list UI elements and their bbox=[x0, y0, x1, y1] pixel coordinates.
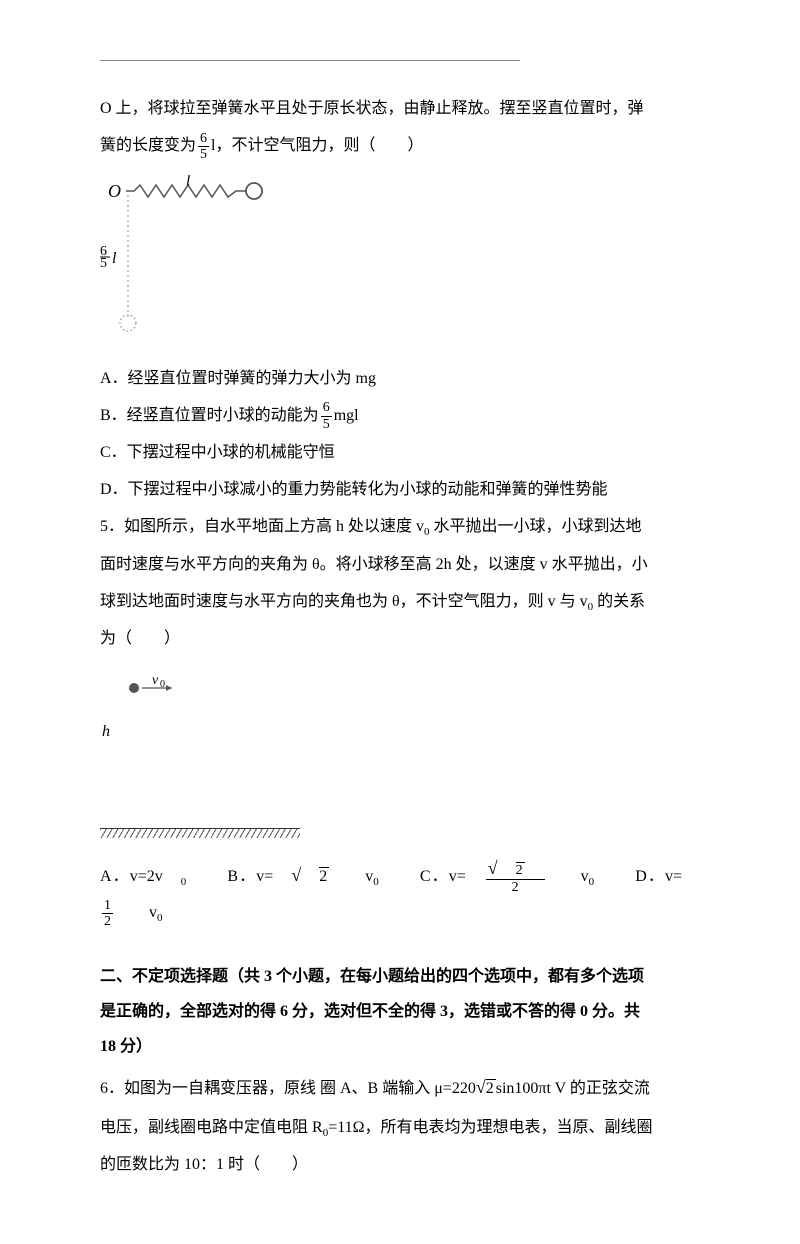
ball-horizontal bbox=[246, 183, 262, 199]
ball bbox=[129, 683, 139, 693]
q6-line2: 电压，副线圈电路中定值电阻 R0=11Ω，所有电表均为理想电表，当原、副线圈 bbox=[100, 1110, 700, 1145]
text: B．v= bbox=[227, 868, 273, 885]
text: 簧的长度变为 bbox=[100, 137, 196, 154]
text: mgl bbox=[334, 407, 359, 424]
q4-intro-line1: O 上，将球拉至弹簧水平且处于原长状态，由静止释放。摆至竖直位置时，弹 bbox=[100, 91, 700, 126]
numerator: 6 bbox=[198, 131, 209, 147]
label-l: l bbox=[186, 175, 191, 189]
q5-option-A: A．v=2v 0 bbox=[100, 868, 204, 885]
sub: 0 bbox=[157, 912, 163, 924]
q5-line2: 面时速度与水平方向的夹角为 θ。将小球移至高 2h 处，以速度 v 水平抛出，小 bbox=[100, 547, 700, 582]
denominator: 5 bbox=[198, 147, 209, 162]
sqrt: √2 bbox=[476, 1080, 496, 1097]
q6-line1: 6．如图为一自耦变压器，原线 圈 A、B 端输入 μ=220√2sin100πt… bbox=[100, 1068, 700, 1108]
denominator: 2 bbox=[486, 880, 545, 895]
text: =11Ω，所有电表均为理想电表，当原、副线圈 bbox=[328, 1119, 652, 1136]
q5-line4: 为（ ） bbox=[100, 621, 700, 656]
fraction-6-5: 65 bbox=[198, 131, 209, 163]
line1: 二、不定项选择题（共 3 个小题，在每小题给出的四个选项中，都有多个选项 bbox=[100, 959, 700, 994]
text: A．v=2v bbox=[100, 868, 163, 885]
text: 的匝数比为 10：1 时（ ） bbox=[100, 1156, 308, 1173]
q4-option-A: A．经竖直位置时弹簧的弹力大小为 mg bbox=[100, 361, 700, 396]
label-v: v bbox=[152, 674, 159, 688]
label-O: O bbox=[108, 181, 121, 201]
q4-option-C: C．下摆过程中小球的机械能守恒 bbox=[100, 435, 700, 470]
ground bbox=[100, 828, 300, 838]
sqrt-val: 2 bbox=[486, 1079, 496, 1097]
denominator: 5 bbox=[321, 417, 332, 432]
label-v-sub: 0 bbox=[160, 679, 165, 690]
text: A．经竖直位置时弹簧的弹力大小为 mg bbox=[100, 370, 376, 387]
text: 球到达地面时速度与水平方向的夹角也为 θ，不计空气阻力，则 v 与 v bbox=[100, 593, 588, 610]
q4-intro-line2: 簧的长度变为65l，不计空气阻力，则（ ） bbox=[100, 128, 700, 163]
q4-option-D: D．下摆过程中小球减小的重力势能转化为小球的动能和弹簧的弹性势能 bbox=[100, 472, 700, 507]
q6-line3: 的匝数比为 10：1 时（ ） bbox=[100, 1147, 700, 1182]
text: C．下摆过程中小球的机械能守恒 bbox=[100, 444, 335, 461]
fraction-6-5-b: 65 bbox=[321, 400, 332, 432]
sqrt-val: 2 bbox=[516, 862, 525, 878]
page-content: O 上，将球拉至弹簧水平且处于原长状态，由静止释放。摆至竖直位置时，弹 簧的长度… bbox=[100, 60, 700, 1182]
text: B．经竖直位置时小球的动能为 bbox=[100, 407, 319, 424]
q5-line3: 球到达地面时速度与水平方向的夹角也为 θ，不计空气阻力，则 v 与 v0 的关系 bbox=[100, 584, 700, 619]
text: 5．如图所示，自水平地面上方高 h 处以速度 v bbox=[100, 518, 424, 535]
text: D．v= bbox=[635, 868, 682, 885]
text: l，不计空气阻力，则（ ） bbox=[211, 137, 423, 154]
text: 面时速度与水平方向的夹角为 θ。将小球移至高 2h 处，以速度 v 水平抛出，小 bbox=[100, 556, 648, 573]
top-rule bbox=[100, 60, 520, 61]
sub: 0 bbox=[373, 876, 379, 888]
text: 6．如图为一自耦变压器，原线 圈 A、B 端输入 μ=220 bbox=[100, 1080, 476, 1097]
sub: 0 bbox=[589, 876, 595, 888]
denominator: 2 bbox=[102, 914, 113, 929]
text: 的关系 bbox=[593, 593, 645, 610]
fraction: √22 bbox=[486, 859, 563, 895]
sqrt-val: 2 bbox=[319, 867, 329, 885]
figure-spring: O l 65 l bbox=[100, 175, 700, 348]
label-h: h bbox=[102, 723, 110, 740]
figure-projectile: v 0 h bbox=[100, 674, 700, 837]
numerator: 1 bbox=[102, 898, 113, 914]
label-l-v: l bbox=[112, 250, 117, 267]
q5-option-C: C．v=√22v0 bbox=[420, 868, 612, 885]
text: sin100πt V 的正弦交流 bbox=[496, 1080, 650, 1097]
text: O 上，将球拉至弹簧水平且处于原长状态，由静止释放。摆至竖直位置时，弹 bbox=[100, 100, 644, 117]
numerator: √2 bbox=[486, 859, 545, 880]
v-arrow-head bbox=[166, 685, 172, 691]
fraction: 12 bbox=[102, 898, 131, 930]
q4-option-B: B．经竖直位置时小球的动能为65mgl bbox=[100, 398, 700, 433]
text: 为（ ） bbox=[100, 630, 180, 647]
text: D．下摆过程中小球减小的重力势能转化为小球的动能和弹簧的弹性势能 bbox=[100, 481, 608, 498]
text: C．v= bbox=[420, 868, 466, 885]
text: 水平抛出一小球，小球到达地 bbox=[430, 518, 642, 535]
numerator: 6 bbox=[321, 400, 332, 416]
line3: 18 分） bbox=[100, 1029, 700, 1064]
q5-line1: 5．如图所示，自水平地面上方高 h 处以速度 v0 水平抛出一小球，小球到达地 bbox=[100, 509, 700, 544]
text: 电压，副线圈电路中定值电阻 R bbox=[100, 1119, 323, 1136]
q5-option-B: B．v=√2v0 bbox=[227, 868, 396, 885]
section-2-header: 二、不定项选择题（共 3 个小题，在每小题给出的四个选项中，都有多个选项 是正确… bbox=[100, 959, 700, 1065]
sqrt: √2 bbox=[291, 868, 347, 885]
ball-bottom bbox=[120, 315, 136, 331]
q5-options: A．v=2v0 B．v=√2v0 C．v=√22v0 D．v=12v0 bbox=[100, 856, 700, 931]
sub: 0 bbox=[181, 876, 187, 888]
line2: 是正确的，全部选对的得 6 分，选对但不全的得 3，选错或不答的得 0 分。共 bbox=[100, 994, 700, 1029]
